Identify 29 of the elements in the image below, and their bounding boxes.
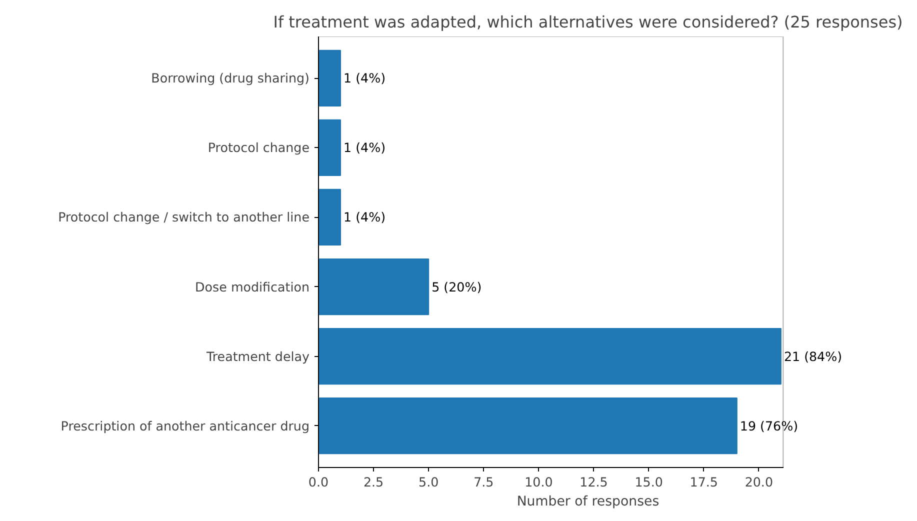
data-label: 1 (4%)	[344, 140, 386, 156]
bar	[318, 50, 342, 107]
x-tick-label: 15.0	[634, 474, 663, 490]
bar	[318, 328, 782, 385]
data-label: 1 (4%)	[344, 210, 386, 225]
x-tick-label: 2.5	[363, 474, 384, 490]
x-tick-label: 20.0	[744, 474, 774, 490]
data-label: 21 (84%)	[784, 348, 842, 364]
bar	[318, 119, 342, 176]
data-label: 19 (76%)	[740, 418, 798, 434]
data-label: 1 (4%)	[344, 70, 386, 86]
bar	[318, 188, 342, 246]
y-tick-label: Borrowing (drug sharing)	[151, 70, 310, 86]
x-axis-title: Number of responses	[516, 494, 660, 510]
x-tick-label: 0.0	[308, 474, 329, 490]
x-tick-label: 17.5	[690, 474, 718, 490]
bar	[318, 397, 738, 454]
y-tick-label: Prescription of another anticancer drug	[60, 418, 310, 434]
x-tick-label: 10.0	[524, 474, 553, 490]
data-label: 5 (20%)	[432, 279, 482, 294]
y-tick-label: Protocol change / switch to another line	[58, 210, 310, 225]
x-tick-label: 12.5	[580, 474, 608, 490]
y-tick-label: Protocol change	[208, 140, 310, 156]
chart-title: If treatment was adapted, which alternatives were considered? (25 responses)	[273, 12, 903, 32]
y-tick-label: Dose modification	[195, 279, 310, 294]
y-tick-label: Treatment delay	[205, 348, 310, 364]
x-tick-label: 5.0	[418, 474, 439, 490]
x-tick-label: 7.5	[474, 474, 494, 490]
bar	[318, 258, 430, 316]
